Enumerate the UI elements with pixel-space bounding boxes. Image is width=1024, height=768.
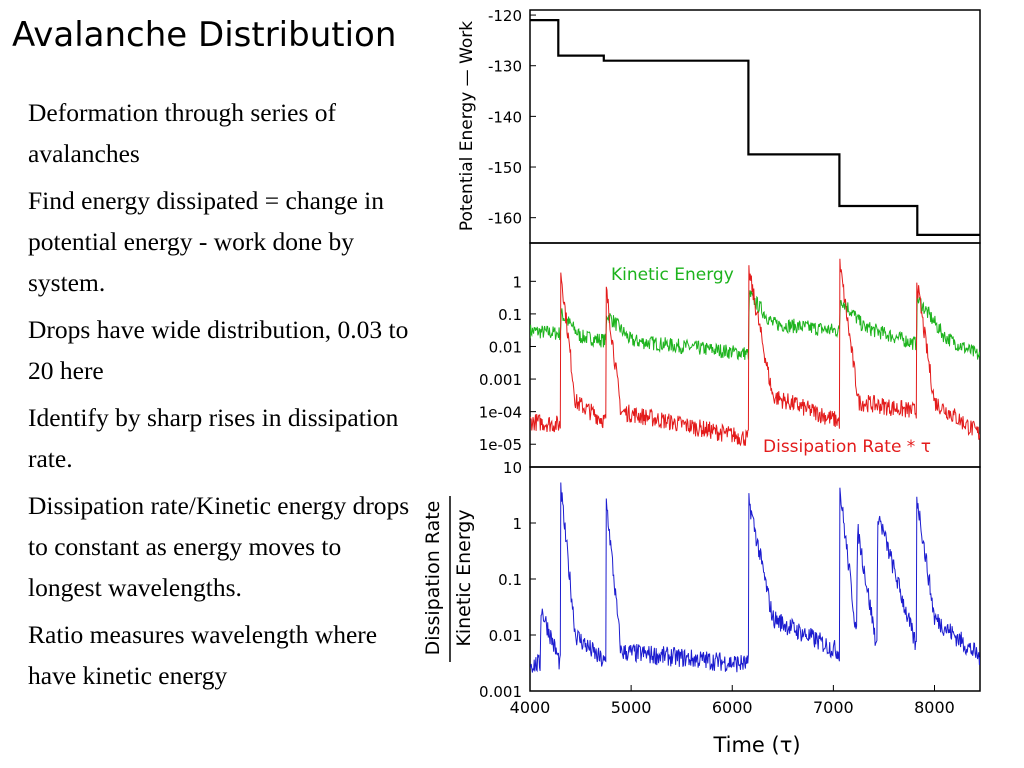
potential-energy-panel: -120 -130 -140 -150 -160 (488, 7, 981, 244)
panel2-frame (529, 242, 981, 468)
panel1-frame (529, 9, 981, 244)
x-tick-label: 7000 (813, 698, 854, 717)
panel2-ytick-label: 1e-04 (479, 404, 522, 422)
x-tick-label: 8000 (914, 698, 955, 717)
x-tick-label: 6000 (712, 698, 753, 717)
ratio-line (530, 482, 980, 673)
slide-title: Avalanche Distribution (12, 15, 397, 55)
avalanche-figure: -120-130-140-150-160 10.10.010.0011e-041… (422, 7, 981, 757)
potential-energy-line (530, 19, 980, 236)
kinetic-energy-line (530, 290, 980, 361)
panel1-ytick-label: -120 (488, 7, 522, 25)
bullet-item: Drops have wide distribution, 0.03 to 20… (28, 315, 409, 385)
x-axis-label: Time (τ) (712, 733, 800, 757)
bullet-item: Deformation through series of avalanches (28, 98, 337, 168)
bullet-item: Identify by sharp rises in dissipation r… (28, 403, 399, 473)
x-tick-label: 4000 (510, 698, 551, 717)
panel3-ytick-label: 0.001 (479, 683, 522, 701)
panel3-ytick-label: 1 (512, 515, 522, 533)
panel1-ytick-label: -130 (488, 58, 522, 76)
energy-dissipation-panel: 1 0.1 0.01 0.001 1e-04 1e-05 (479, 242, 981, 468)
panel1-ytick-label: -140 (488, 108, 522, 126)
bullet-item: Ratio measures wavelength where have kin… (28, 620, 378, 690)
panel1-ytick-label: -150 (488, 159, 522, 177)
dissipation-rate-line (530, 258, 980, 447)
panel2-ytick-label: 1e-05 (479, 436, 522, 454)
panel2-ytick-label: 0.01 (489, 338, 522, 356)
ratio-ylabel-denominator: Kinetic Energy (453, 509, 475, 646)
panel2-ytick-label: 0.1 (498, 306, 522, 324)
bullet-list: Deformation through series of avalanches… (28, 92, 413, 702)
bullet-item: Dissipation rate/Kinetic energy drops to… (28, 491, 410, 602)
panel3-ytick-label: 0.01 (489, 627, 522, 645)
dissipation-annotation: Dissipation Rate * τ (763, 437, 931, 457)
panel3-ytick-label: 0.1 (498, 571, 522, 589)
panel1-ylabel: Potential Energy — Work (457, 21, 477, 231)
panel1-ytick-label: -160 (488, 210, 522, 228)
panel2-ytick-label: 0.001 (479, 371, 522, 389)
panel3-ytick-label: 10 (503, 459, 522, 477)
x-tick-label: 5000 (611, 698, 652, 717)
kinetic-energy-annotation: Kinetic Energy (611, 265, 734, 285)
bullet-item: Find energy dissipated = change in poten… (28, 186, 384, 297)
ratio-ylabel-numerator: Dissipation Rate (422, 501, 444, 656)
panel2-ytick-label: 1 (512, 273, 522, 291)
